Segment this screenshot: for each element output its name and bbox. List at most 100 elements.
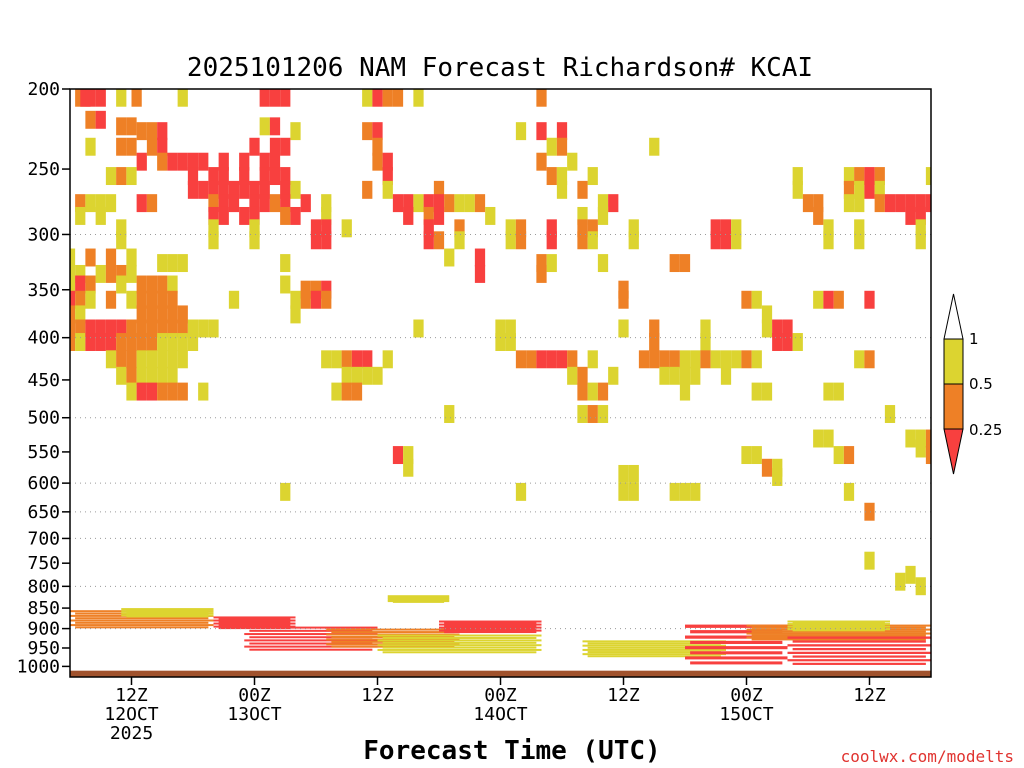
- heatmap-cell: [228, 194, 240, 213]
- heatmap-cell: [925, 194, 931, 213]
- heatmap-cell: [105, 290, 117, 309]
- heatmap-cell: [905, 429, 916, 448]
- heatmap-cell: [874, 194, 885, 213]
- boundary-layer-band: [213, 619, 296, 622]
- heatmap-cell: [403, 206, 414, 225]
- heatmap-cell: [131, 88, 142, 107]
- heatmap-cell: [423, 194, 434, 213]
- x-tick-label: 00Z: [238, 685, 271, 706]
- boundary-layer-band: [685, 624, 788, 628]
- heatmap-cell: [146, 194, 158, 213]
- heatmap-cell: [136, 275, 147, 294]
- boundary-layer-band: [787, 659, 931, 662]
- heatmap-cell: [239, 152, 250, 171]
- boundary-layer-band: [213, 625, 296, 628]
- boundary-layer-band: [218, 621, 291, 624]
- heatmap-cell: [433, 180, 445, 199]
- heatmap-cell: [515, 122, 527, 141]
- heatmap-cell: [157, 152, 168, 171]
- heatmap-cell: [597, 206, 609, 225]
- heatmap-cell: [905, 194, 916, 213]
- heatmap-cell: [95, 264, 106, 283]
- heatmap-cell: [372, 122, 383, 141]
- boundary-layer-band: [792, 655, 926, 658]
- heatmap-cell: [351, 350, 363, 369]
- heatmap-cell: [341, 219, 352, 238]
- heatmap-cell: [464, 194, 475, 213]
- heatmap-cell: [669, 366, 680, 385]
- heatmap-cell: [331, 350, 342, 369]
- boundary-layer-band: [439, 629, 542, 632]
- heatmap-cell: [567, 152, 578, 171]
- heatmap-cell: [187, 319, 199, 338]
- heatmap-cell: [198, 319, 209, 338]
- heatmap-cell: [290, 122, 301, 141]
- boundary-layer-band: [792, 621, 885, 624]
- heatmap-cell: [618, 319, 629, 338]
- heatmap-cell: [577, 180, 588, 199]
- legend-level-label: 1: [969, 330, 979, 348]
- heatmap-cell: [874, 180, 885, 199]
- heatmap-cell: [843, 194, 855, 213]
- heatmap-cell: [208, 231, 219, 250]
- heatmap-cell: [105, 319, 117, 338]
- heatmap-cell: [813, 290, 824, 309]
- heatmap-cell: [536, 264, 547, 283]
- heatmap-cell: [454, 219, 465, 238]
- heatmap-cell: [290, 290, 301, 309]
- heatmap-cell: [208, 206, 219, 225]
- heatmap-cell: [157, 137, 168, 156]
- heatmap-cell: [280, 206, 291, 225]
- heatmap-cell: [915, 194, 926, 213]
- y-tick-label: 750: [27, 553, 60, 574]
- heatmap-cell: [177, 305, 188, 324]
- heatmap-cell: [761, 319, 773, 338]
- boundary-layer-band: [326, 628, 460, 631]
- x-tick-label: 13OCT: [227, 704, 281, 725]
- heatmap-cell: [167, 382, 178, 401]
- heatmap-cell: [136, 152, 147, 171]
- heatmap-cell: [874, 167, 885, 186]
- heatmap-cell: [854, 350, 865, 369]
- heatmap-cell: [649, 350, 660, 369]
- heatmap-cell: [85, 290, 96, 309]
- heatmap-cell: [218, 206, 229, 225]
- boundary-layer-band: [582, 644, 726, 647]
- y-tick-label: 250: [27, 159, 60, 180]
- boundary-layer-band: [587, 651, 721, 654]
- heatmap-cell: [290, 180, 301, 199]
- heatmap-cell: [85, 194, 96, 213]
- boundary-layer-band: [377, 644, 542, 647]
- boundary-layer-band: [439, 620, 542, 623]
- heatmap-cell: [413, 88, 424, 107]
- heatmap-cell: [392, 446, 404, 465]
- boundary-layer-band: [787, 644, 931, 647]
- heatmap-cell: [280, 137, 291, 156]
- heatmap-cell: [761, 305, 773, 324]
- heatmap-cell: [925, 167, 931, 186]
- y-tick-label: 400: [27, 328, 60, 349]
- heatmap-cell: [187, 333, 199, 351]
- heatmap-cell: [597, 254, 609, 273]
- heatmap-cell: [925, 429, 931, 448]
- heatmap-cell: [546, 219, 557, 238]
- boundary-layer-band: [444, 622, 537, 625]
- heatmap-cell: [741, 290, 752, 309]
- heatmap-cell: [649, 319, 660, 338]
- heatmap-cell: [362, 366, 373, 385]
- heatmap-cell: [136, 319, 147, 338]
- boundary-layer-band: [582, 653, 726, 656]
- heatmap-cell: [505, 319, 516, 338]
- boundary-layer-band: [382, 646, 537, 649]
- heatmap-cell: [751, 382, 762, 401]
- heatmap-cell: [403, 446, 414, 465]
- heatmap-cell: [187, 180, 199, 199]
- heatmap-cell: [157, 254, 168, 273]
- heatmap-cell: [239, 206, 250, 225]
- heatmap-cell: [290, 206, 301, 225]
- heatmap-cell: [700, 333, 711, 351]
- x-tick-label: 00Z: [730, 685, 763, 706]
- heatmap-cell: [259, 88, 270, 107]
- heatmap-cell: [85, 275, 96, 294]
